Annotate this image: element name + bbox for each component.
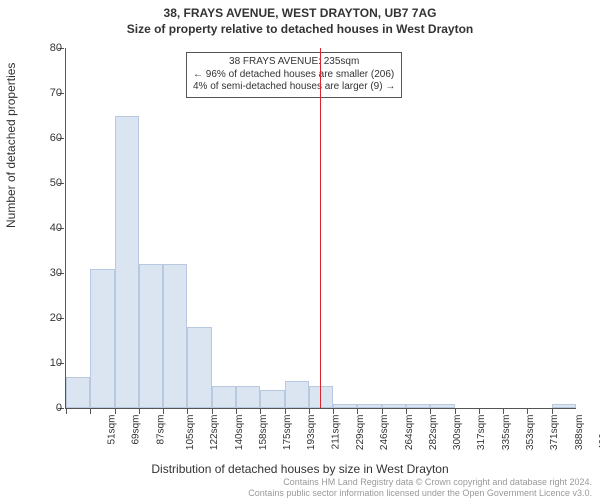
histogram-bar [382,404,406,409]
x-tick [479,409,480,414]
x-tick-label: 193sqm [307,415,318,451]
histogram-bar [163,264,187,408]
title-line2: Size of property relative to detached ho… [0,22,600,38]
reference-line [320,48,321,408]
annot-line3: 4% of semi-detached houses are larger (9… [193,81,395,94]
x-tick-label: 371sqm [549,415,560,451]
x-tick [187,409,188,414]
y-tick-label: 30 [22,267,62,279]
chart-area: 38 FRAYS AVENUE: 235sqm ← 96% of detache… [65,48,576,409]
y-tick-label: 70 [22,87,62,99]
histogram-bar [139,264,163,408]
x-tick [455,409,456,414]
x-tick [260,409,261,414]
title-line1: 38, FRAYS AVENUE, WEST DRAYTON, UB7 7AG [0,6,600,22]
x-tick [333,409,334,414]
histogram-bar [90,269,114,409]
x-tick [90,409,91,414]
x-tick [552,409,553,414]
histogram-bar [309,386,333,409]
y-tick-label: 60 [22,132,62,144]
annotation-box: 38 FRAYS AVENUE: 235sqm ← 96% of detache… [186,52,402,98]
y-tick-label: 0 [22,402,62,414]
footer-line2: Contains public sector information licen… [0,488,592,498]
x-tick-label: 51sqm [107,415,118,445]
x-tick-label: 282sqm [428,415,439,451]
footer-line1: Contains HM Land Registry data © Crown c… [0,477,592,487]
histogram-bar [260,390,284,408]
histogram-bar [333,404,357,409]
x-tick [309,409,310,414]
x-tick [236,409,237,414]
x-tick [285,409,286,414]
x-tick [212,409,213,414]
x-tick [430,409,431,414]
histogram-bar [115,116,139,409]
x-tick [406,409,407,414]
x-tick-label: 87sqm [155,415,166,445]
histogram-bar [66,377,90,409]
histogram-bar [430,404,454,409]
y-tick-label: 80 [22,42,62,54]
x-tick [382,409,383,414]
y-tick-label: 10 [22,357,62,369]
page-root: 38, FRAYS AVENUE, WEST DRAYTON, UB7 7AG … [0,0,600,500]
y-axis-label: Number of detached properties [4,63,18,228]
x-tick-label: 246sqm [379,415,390,451]
histogram-bar [212,386,236,409]
x-tick-label: 388sqm [574,415,585,451]
x-tick-label: 211sqm [330,415,341,450]
x-tick [139,409,140,414]
histogram-bar [236,386,260,409]
x-tick-label: 335sqm [501,415,512,451]
x-tick [357,409,358,414]
histogram-bar [285,381,309,408]
x-tick-label: 140sqm [234,415,245,451]
y-tick-label: 50 [22,177,62,189]
x-tick [163,409,164,414]
histogram-bar [357,404,381,409]
y-tick-label: 40 [22,222,62,234]
x-tick [115,409,116,414]
x-tick-label: 158sqm [258,415,269,451]
x-tick-label: 264sqm [404,415,415,451]
x-tick-label: 69sqm [131,415,142,445]
histogram-bar [187,327,211,408]
histogram-bar [406,404,430,409]
footer: Contains HM Land Registry data © Crown c… [0,477,592,498]
annot-line1: 38 FRAYS AVENUE: 235sqm [193,56,395,69]
y-tick-label: 20 [22,312,62,324]
x-tick-label: 105sqm [185,415,196,451]
x-tick-label: 175sqm [282,415,293,451]
x-tick-label: 300sqm [452,415,463,451]
histogram-bar [552,404,576,409]
x-axis-label: Distribution of detached houses by size … [0,462,600,476]
x-tick-label: 229sqm [355,415,366,451]
x-tick-label: 122sqm [209,415,220,451]
x-tick [66,409,67,414]
annot-line2: ← 96% of detached houses are smaller (20… [193,69,395,82]
x-tick-label: 317sqm [477,415,488,451]
x-tick [527,409,528,414]
x-tick-label: 353sqm [525,415,536,451]
title-block: 38, FRAYS AVENUE, WEST DRAYTON, UB7 7AG … [0,0,600,37]
x-tick [503,409,504,414]
